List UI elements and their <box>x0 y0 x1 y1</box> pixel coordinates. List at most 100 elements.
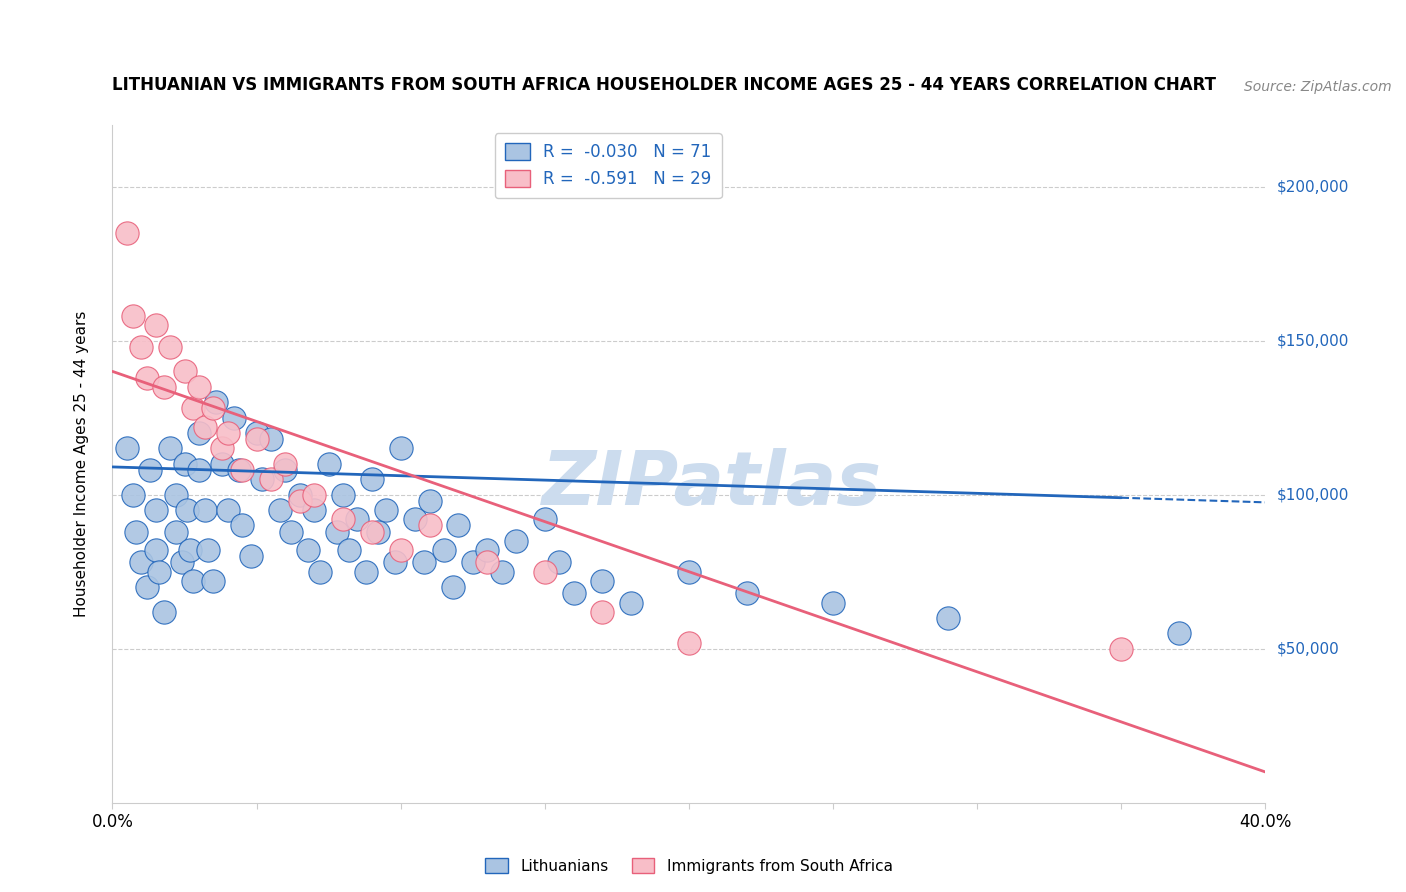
Point <box>121 488 143 502</box>
Y-axis label: Householder Income Ages 25 - 44 years: Householder Income Ages 25 - 44 years <box>75 310 89 617</box>
Point <box>384 556 406 570</box>
Point <box>491 565 513 579</box>
Point <box>304 503 326 517</box>
Point <box>441 580 464 594</box>
Point <box>136 370 159 384</box>
Point <box>505 533 527 548</box>
Point <box>181 574 204 588</box>
Text: $200,000: $200,000 <box>1277 179 1348 194</box>
Point <box>239 549 262 564</box>
Point <box>170 556 193 570</box>
Point <box>115 226 138 240</box>
Point <box>188 380 211 394</box>
Point <box>222 410 245 425</box>
Point <box>461 556 484 570</box>
Point <box>447 518 470 533</box>
Text: LITHUANIAN VS IMMIGRANTS FROM SOUTH AFRICA HOUSEHOLDER INCOME AGES 25 - 44 YEARS: LITHUANIAN VS IMMIGRANTS FROM SOUTH AFRI… <box>112 76 1216 94</box>
Point <box>533 512 555 526</box>
Point <box>197 543 219 558</box>
Point <box>354 565 377 579</box>
Point <box>188 425 211 440</box>
Point <box>297 543 319 558</box>
Point <box>274 457 297 471</box>
Point <box>153 380 176 394</box>
Point <box>145 503 167 517</box>
Point <box>475 556 498 570</box>
Text: Source: ZipAtlas.com: Source: ZipAtlas.com <box>1244 79 1392 94</box>
Point <box>533 565 555 579</box>
Point <box>153 605 176 619</box>
Point <box>1167 626 1189 640</box>
Point <box>129 556 153 570</box>
Point <box>260 472 283 486</box>
Point <box>412 556 434 570</box>
Point <box>821 595 844 609</box>
Point <box>136 580 159 594</box>
Text: $150,000: $150,000 <box>1277 333 1348 348</box>
Point <box>194 503 217 517</box>
Point <box>332 512 354 526</box>
Point <box>245 425 267 440</box>
Point <box>165 488 187 502</box>
Point <box>337 543 360 558</box>
Point <box>419 493 441 508</box>
Point <box>231 463 253 477</box>
Point <box>326 524 349 539</box>
Point <box>389 543 412 558</box>
Point <box>252 472 274 486</box>
Point <box>129 340 153 354</box>
Point <box>145 543 167 558</box>
Point <box>475 543 498 558</box>
Point <box>433 543 456 558</box>
Point <box>360 524 382 539</box>
Point <box>194 420 217 434</box>
Point <box>181 401 204 416</box>
Point <box>269 503 291 517</box>
Point <box>211 457 233 471</box>
Point <box>217 503 239 517</box>
Point <box>318 457 340 471</box>
Point <box>678 635 700 649</box>
Point <box>231 518 253 533</box>
Point <box>620 595 643 609</box>
Point <box>173 364 195 378</box>
Point <box>148 565 170 579</box>
Point <box>592 574 614 588</box>
Point <box>260 432 283 446</box>
Point <box>211 442 233 456</box>
Point <box>592 605 614 619</box>
Point <box>121 309 143 323</box>
Point <box>936 611 959 625</box>
Text: ZIPatlas: ZIPatlas <box>541 448 882 521</box>
Point <box>245 432 267 446</box>
Point <box>404 512 426 526</box>
Point <box>179 543 201 558</box>
Point <box>145 318 167 333</box>
Point <box>159 442 181 456</box>
Point <box>375 503 398 517</box>
Point <box>419 518 441 533</box>
Point <box>217 425 239 440</box>
Point <box>367 524 389 539</box>
Point <box>274 463 297 477</box>
Point <box>280 524 302 539</box>
Point <box>304 488 326 502</box>
Point <box>159 340 181 354</box>
Point <box>332 488 354 502</box>
Point <box>562 586 585 600</box>
Point <box>288 488 311 502</box>
Point <box>165 524 187 539</box>
Point <box>288 493 311 508</box>
Point <box>228 463 250 477</box>
Point <box>1111 641 1133 656</box>
Text: $50,000: $50,000 <box>1277 641 1340 657</box>
Point <box>360 472 382 486</box>
Point <box>176 503 198 517</box>
Point <box>389 442 412 456</box>
Point <box>678 565 700 579</box>
Legend: Lithuanians, Immigrants from South Africa: Lithuanians, Immigrants from South Afric… <box>479 852 898 880</box>
Point <box>173 457 195 471</box>
Point <box>202 574 225 588</box>
Point <box>548 556 571 570</box>
Point <box>735 586 758 600</box>
